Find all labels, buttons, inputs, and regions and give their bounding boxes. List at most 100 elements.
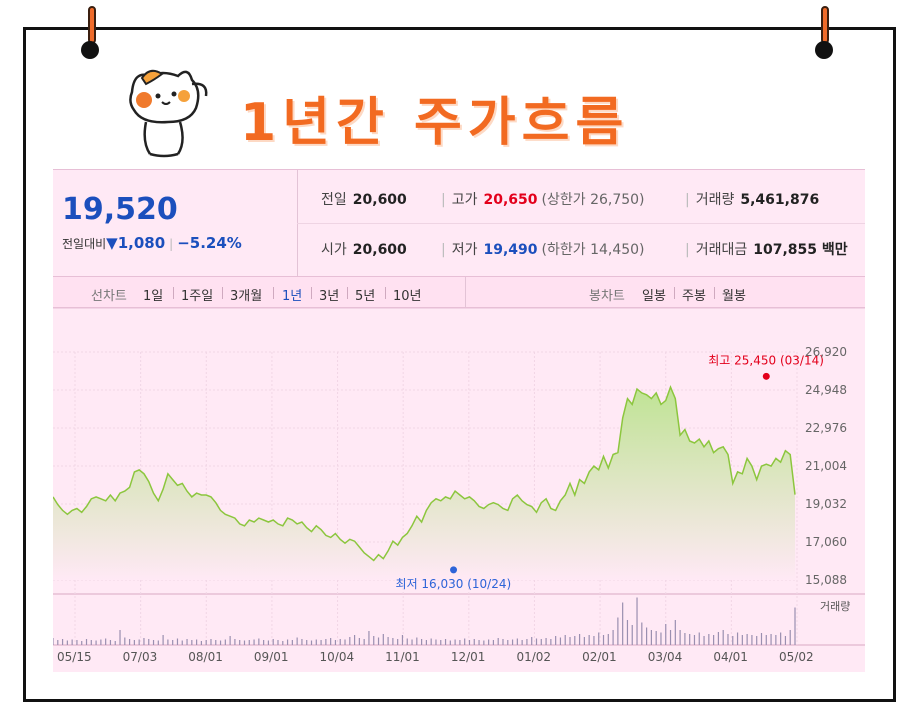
price-area: [53, 387, 795, 580]
down-triangle-icon: ▼: [106, 234, 118, 252]
volume-bar: [492, 640, 495, 645]
volume-bar: [57, 640, 59, 645]
prev-close: 전일 20,600: [321, 189, 407, 209]
right-pin-hole-icon: [815, 41, 833, 59]
volume-bar: [564, 635, 566, 645]
volume-bar: [392, 638, 394, 645]
volume-bar: [689, 634, 691, 645]
volume-bar: [263, 640, 265, 645]
tab-1d[interactable]: 1일: [143, 289, 164, 304]
volume-bar: [425, 640, 427, 645]
open-label: 시가: [321, 242, 347, 258]
volume-bar: [143, 638, 145, 645]
volume-bar: [258, 638, 260, 645]
volume-bar: [152, 640, 155, 645]
volume-bar: [574, 636, 576, 645]
open-price: 시가 20,600: [321, 239, 407, 259]
volume-bar: [85, 639, 88, 645]
amount-value: 107,855 백만: [753, 242, 848, 258]
volume-bar: [373, 636, 375, 645]
volume-bar: [555, 636, 557, 645]
volume-bar: [215, 640, 217, 645]
volume-bar: [631, 625, 633, 645]
volume-bar: [693, 635, 696, 645]
x-tick-label: 08/01: [188, 650, 223, 664]
volume-bar: [411, 639, 413, 645]
volume-bar: [200, 641, 202, 645]
tab-5y[interactable]: 5년: [355, 289, 376, 304]
volume-bar: [76, 640, 78, 645]
volume-bar: [794, 607, 796, 645]
volume-bar: [224, 639, 226, 645]
volume-bar: [698, 632, 700, 645]
volume-bar: [205, 640, 207, 645]
right-pin-icon: [821, 6, 829, 44]
x-tick-label: 05/02: [779, 650, 814, 664]
volume-bar: [320, 640, 322, 645]
tab-monthly[interactable]: 월봉: [722, 289, 746, 304]
volume-bar: [387, 637, 389, 645]
volume-bar: [301, 639, 303, 645]
current-price: 19,520: [62, 192, 178, 227]
volume-bar: [239, 640, 241, 645]
volume-bar: [401, 635, 404, 645]
volume-bar: [756, 636, 758, 645]
volume-bar: [325, 639, 327, 645]
volume-bar: [219, 640, 222, 645]
volume-bar: [636, 597, 638, 645]
volume-bar: [430, 638, 432, 645]
volume-bar: [784, 636, 787, 645]
volume-bar: [435, 639, 437, 645]
volume-bar: [588, 635, 590, 645]
volume-bar: [497, 638, 499, 645]
tab-1y[interactable]: 1년: [282, 289, 303, 304]
volume-bar: [770, 634, 772, 645]
upper-limit: (상한가 26,750): [541, 192, 645, 208]
tab-3m[interactable]: 3개월: [230, 289, 263, 304]
tab-weekly[interactable]: 주봉: [682, 289, 706, 304]
volume-bar: [349, 637, 351, 645]
volume-bar: [741, 635, 743, 645]
min-point-marker: [450, 566, 458, 574]
amount-label: 거래대금: [695, 242, 748, 258]
tab-10y[interactable]: 10년: [393, 289, 422, 304]
high-value: 20,650: [483, 192, 538, 208]
volume-bar: [306, 640, 308, 645]
volume-label: 거래량: [820, 600, 850, 613]
volume-bar: [444, 639, 447, 645]
y-tick-label: 15,088: [805, 573, 847, 587]
left-pin-hole-icon: [81, 41, 99, 59]
tab-daily[interactable]: 일봉: [642, 289, 666, 304]
volume-bar: [511, 639, 514, 645]
volume-bar: [751, 635, 753, 645]
trade-amount: | 거래대금 107,855 백만: [685, 242, 848, 258]
volume-bar: [334, 640, 337, 645]
volume-bar: [626, 620, 629, 645]
volume-bar: [583, 637, 585, 645]
line-chart-label: 선차트: [91, 289, 127, 304]
volume-bar: [708, 634, 710, 645]
volume-bar: [473, 639, 475, 645]
volume-bar: [674, 620, 676, 645]
volume-bar: [502, 639, 504, 645]
max-annotation: 최고 25,450 (03/14): [708, 353, 824, 367]
volume-bar: [559, 637, 562, 645]
volume-bar: [540, 639, 542, 645]
volume-bar: [344, 639, 346, 645]
volume-bar: [617, 617, 619, 645]
volume-bar: [253, 639, 255, 645]
period-tabs: 선차트 1일 1주일 3개월 1년 3년 5년 10년 봉차트 일봉 주봉 월봉: [53, 276, 865, 308]
tab-3y[interactable]: 3년: [319, 289, 340, 304]
volume-bar: [53, 638, 54, 645]
price-change: 전일대비▼1,080 | −5.24%: [62, 234, 242, 252]
prev-close-value: 20,600: [352, 192, 407, 208]
tab-1w[interactable]: 1주일: [181, 289, 214, 304]
volume-bar: [353, 635, 356, 645]
volume-bar: [531, 637, 533, 645]
x-tick-label: 01/02: [516, 650, 551, 664]
volume-bar: [172, 640, 174, 645]
volume-bar: [449, 640, 451, 645]
volume-bar: [713, 635, 715, 645]
volume-bar: [181, 640, 183, 645]
volume-bar: [478, 640, 480, 645]
